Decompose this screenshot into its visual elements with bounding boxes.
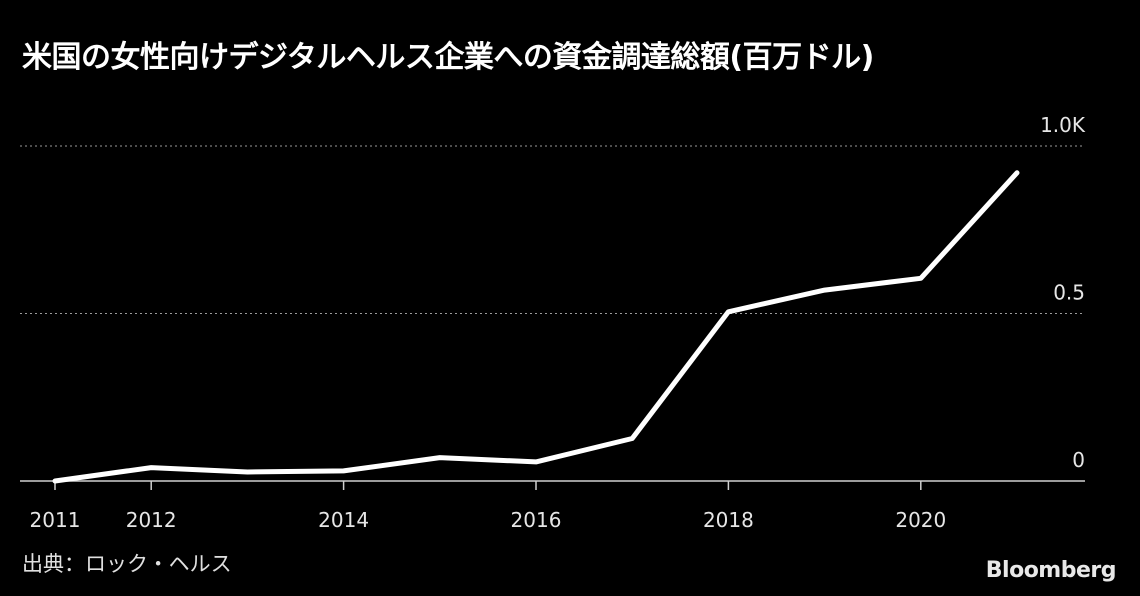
x-tick-label-2016: 2016 [511, 508, 562, 532]
bloomberg-logo: Bloomberg [985, 558, 1117, 583]
series-line-0 [52, 170, 1020, 484]
source-note: 出典：ロック・ヘルス [22, 552, 232, 576]
x-tick-label-2014: 2014 [318, 508, 369, 532]
x-tick-label-2020: 2020 [895, 508, 946, 532]
x-axis [20, 480, 1085, 490]
x-tick-label-2012: 2012 [126, 508, 177, 532]
y-tick-label-1.0K: 1.0K [1040, 113, 1086, 137]
y-tick-label-0: 0 [1072, 448, 1085, 472]
x-tick-labels: 2011 2012 2014 2016 2018 2020 [30, 508, 947, 532]
x-tick-label-2018: 2018 [703, 508, 754, 532]
x-tick-label-2011: 2011 [30, 508, 81, 532]
series-layer [52, 170, 1020, 484]
y-tick-labels: 0 0.5 1.0K [1040, 113, 1086, 472]
chart-title: 米国の女性向けデジタルヘルス企業への資金調達総額(百万ドル) [22, 40, 874, 75]
y-tick-label-0.5: 0.5 [1053, 281, 1085, 305]
gridlines [20, 145, 1085, 314]
